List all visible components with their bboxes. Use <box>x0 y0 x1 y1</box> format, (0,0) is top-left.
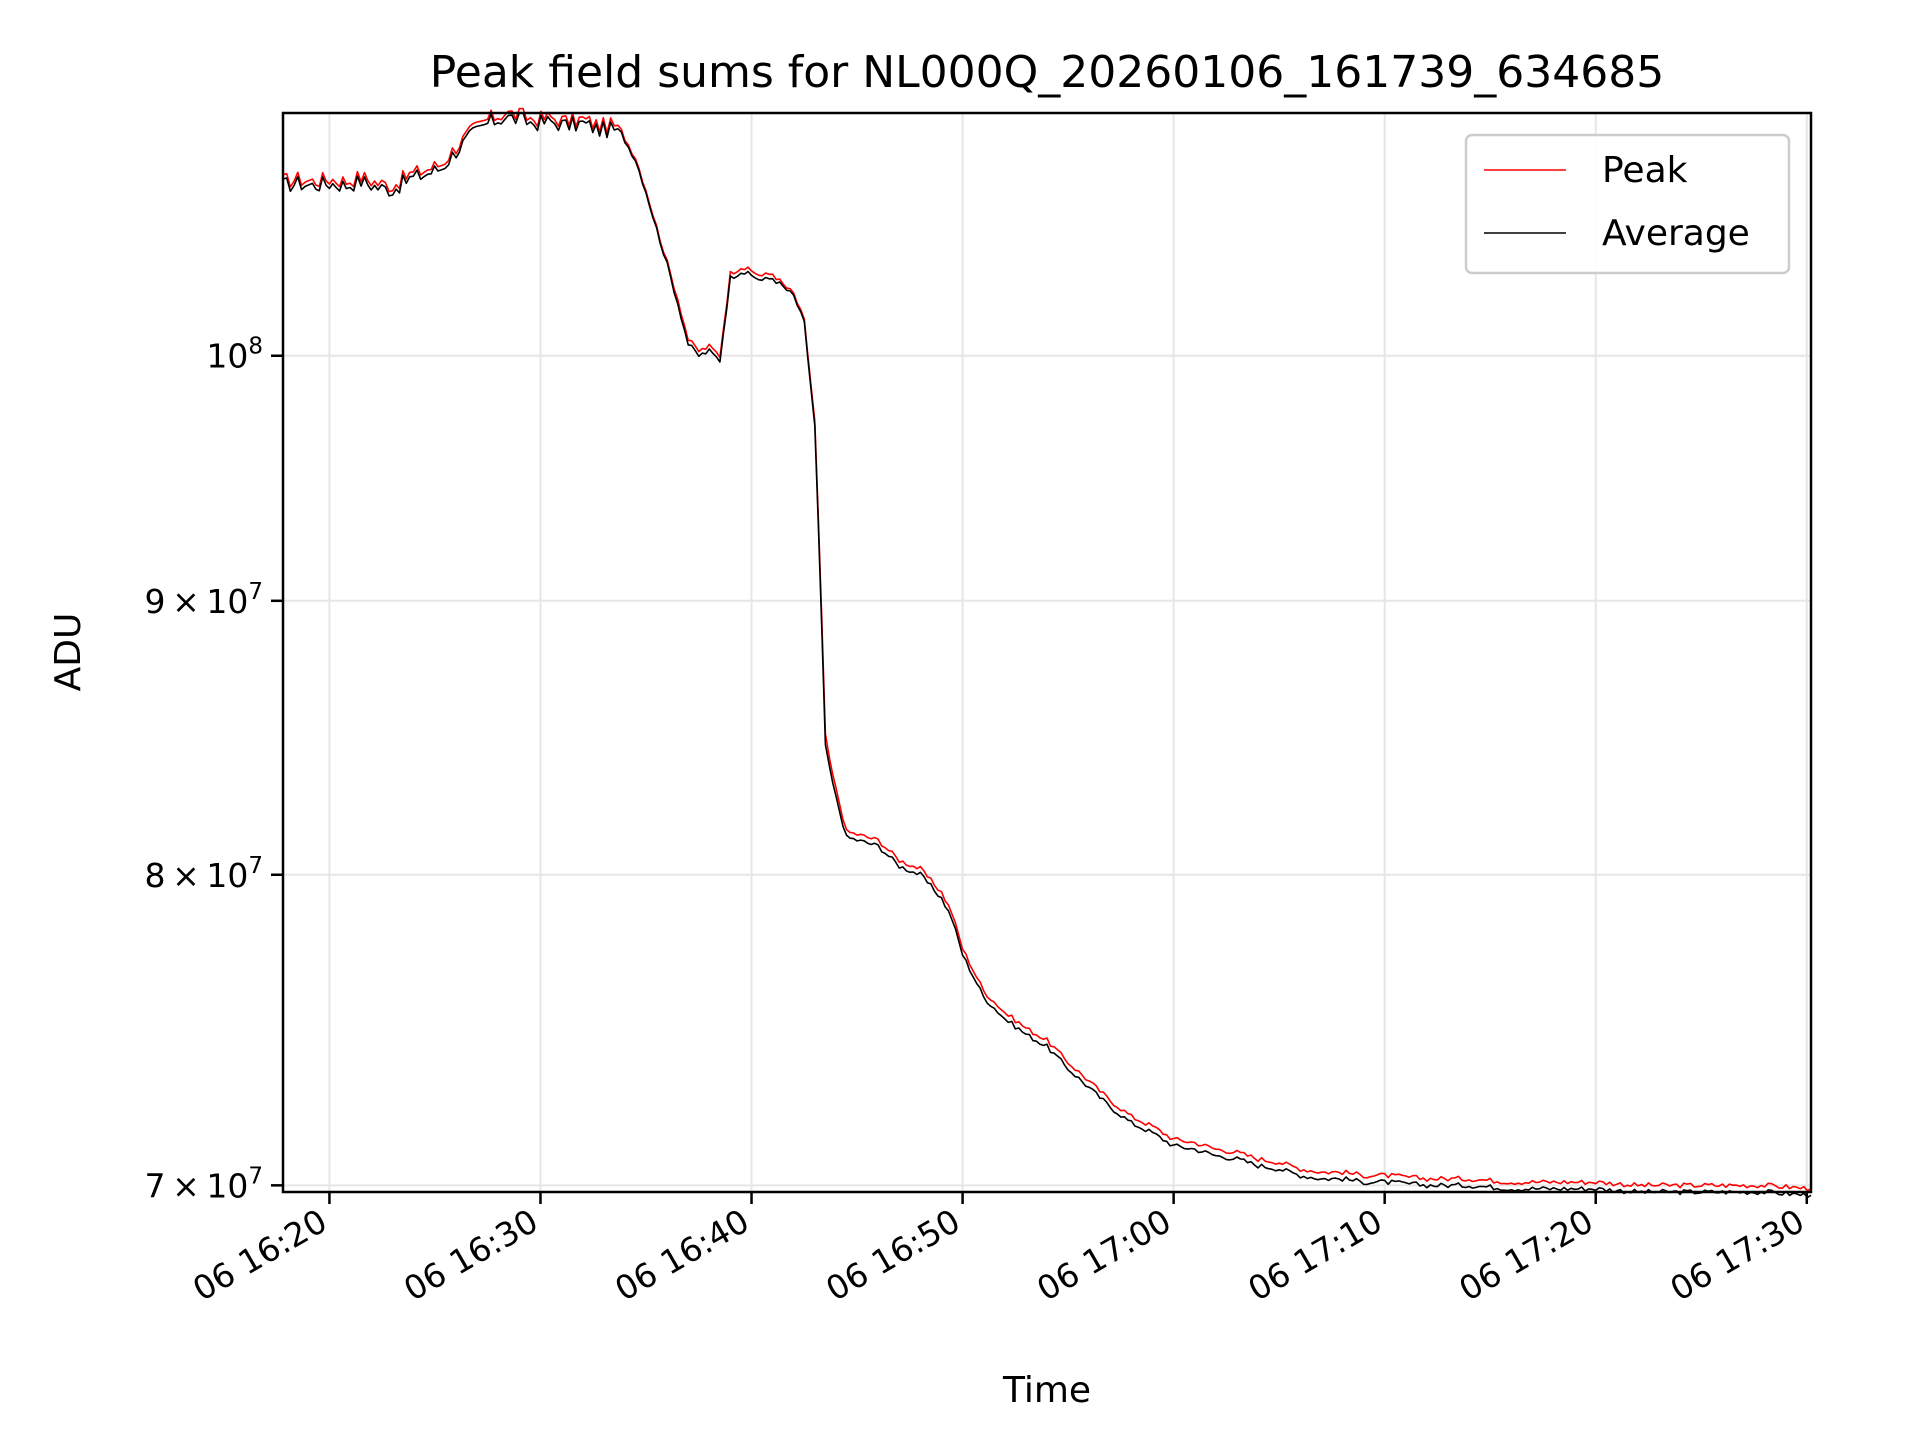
legend: Peak Average <box>1464 133 1791 275</box>
y-tick-label: 108 <box>206 334 263 376</box>
chart-title: Peak field sums for NL000Q_20260106_1617… <box>430 47 1664 98</box>
series-line-peak <box>282 107 1812 1192</box>
y-axis-label: ADU <box>48 613 89 692</box>
y-tick-label: 7 × 107 <box>145 1163 263 1205</box>
grid-layer <box>283 113 1811 1192</box>
y-tick-label: 8 × 107 <box>145 853 263 895</box>
plot-frame <box>281 111 1813 1194</box>
legend-label-average: Average <box>1602 213 1750 254</box>
series-line-average <box>282 111 1812 1199</box>
legend-label-peak: Peak <box>1602 150 1688 191</box>
series-layer <box>282 107 1812 1199</box>
x-axis-label: Time <box>1002 1370 1091 1411</box>
y-tick-label: 9 × 107 <box>145 579 263 621</box>
